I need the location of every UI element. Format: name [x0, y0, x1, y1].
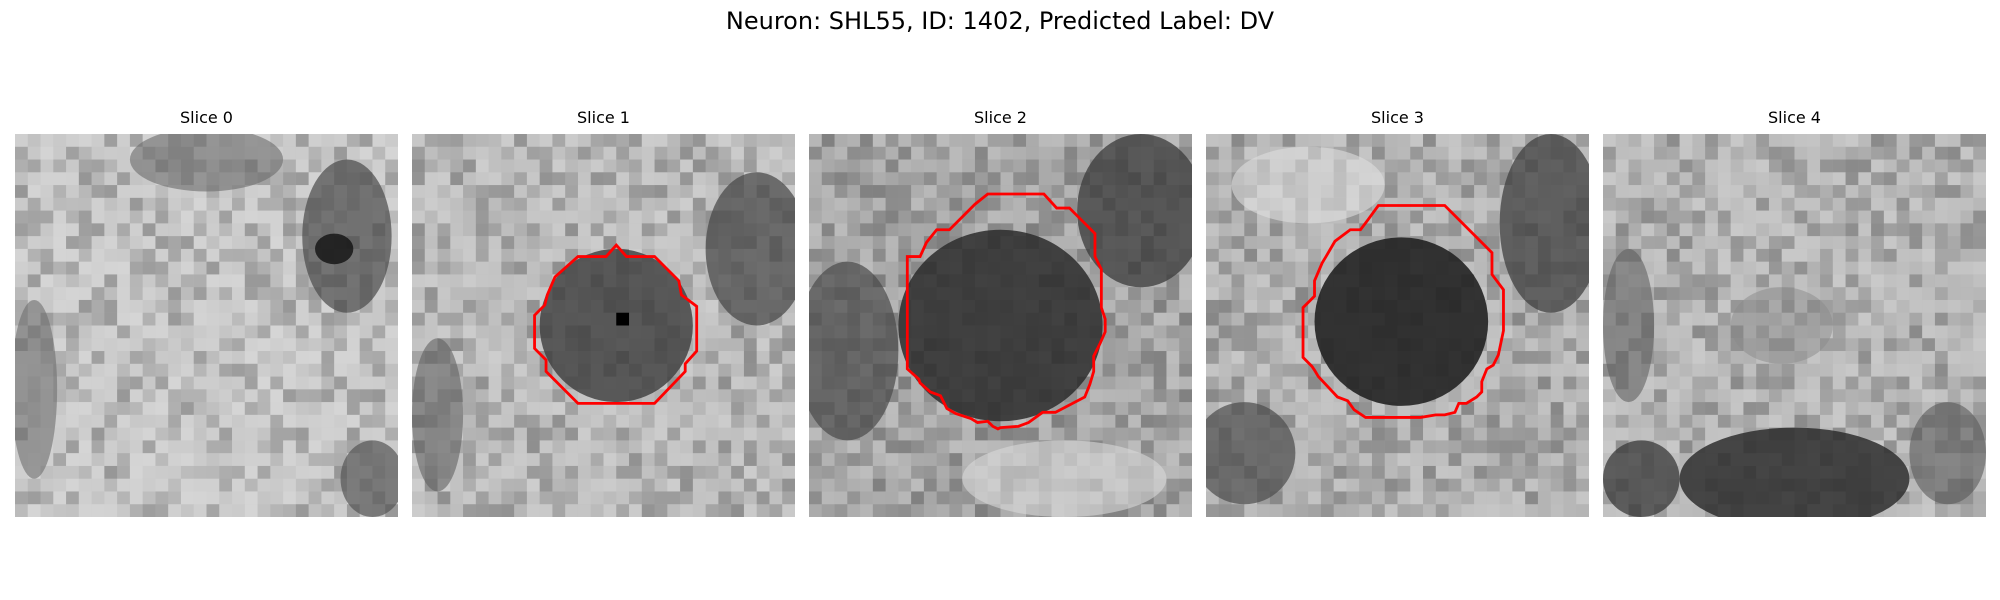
slice-panel-1: Slice 1	[412, 108, 795, 518]
slice-panel-2: Slice 2	[809, 108, 1192, 518]
slice-2-dark-regions	[809, 134, 1192, 517]
slice-0-dark-regions	[15, 134, 398, 517]
slice-1-pixels	[412, 134, 795, 517]
slice-image-0	[15, 134, 398, 517]
slice-image-2	[809, 134, 1192, 517]
slice-4-dark-regions	[1603, 248, 1986, 517]
slice-title-1: Slice 1	[577, 108, 630, 127]
slice-image-3	[1206, 134, 1589, 517]
slice-3-pixels	[1206, 134, 1589, 517]
slice-title-4: Slice 4	[1768, 108, 1821, 127]
slice-3-dark-regions	[1206, 134, 1589, 505]
slice-title-3: Slice 3	[1371, 108, 1424, 127]
slice-2-contour	[905, 192, 1107, 431]
slice-2-pixels	[809, 134, 1192, 517]
slice-panel-0: Slice 0	[15, 108, 398, 518]
slice-3-contour	[1301, 204, 1505, 419]
slice-1-dark-regions	[412, 172, 795, 492]
slice-1-contour	[533, 242, 699, 405]
slice-4-pixels	[1603, 134, 1986, 517]
figure-title: Neuron: SHL55, ID: 1402, Predicted Label…	[725, 7, 1275, 35]
slice-title-2: Slice 2	[974, 108, 1027, 127]
slice-panel-4: Slice 4	[1603, 108, 1986, 518]
slice-image-1	[412, 134, 795, 517]
slice-0-pixels	[15, 134, 398, 517]
slice-title-0: Slice 0	[180, 108, 233, 127]
slice-panel-3: Slice 3	[1206, 108, 1589, 518]
slice-image-4	[1603, 134, 1986, 517]
